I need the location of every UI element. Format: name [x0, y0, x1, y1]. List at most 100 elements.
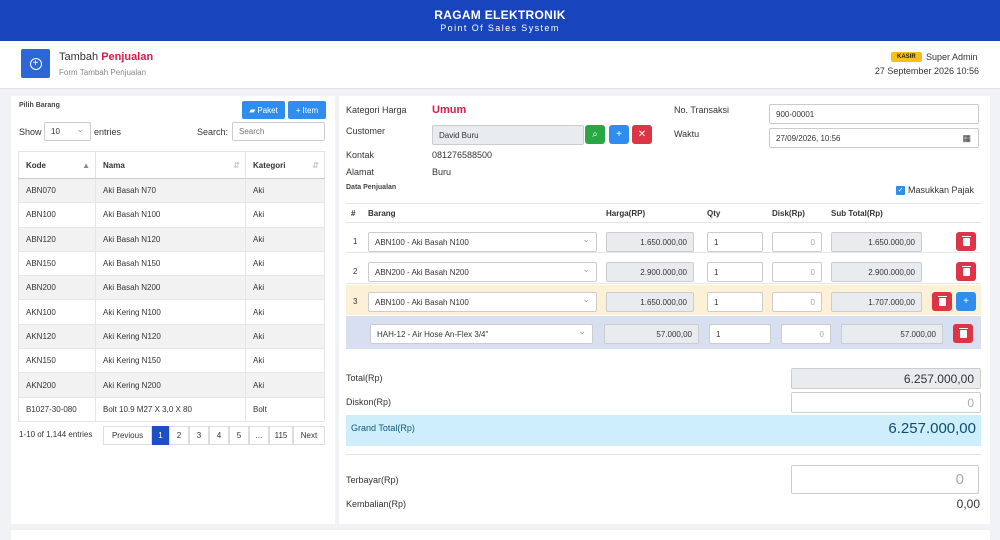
table-row[interactable]: ABN070 Aki Basah N70 Aki — [18, 177, 325, 204]
subitem-disk-value: 0 — [819, 329, 824, 339]
search-input[interactable] — [232, 122, 325, 141]
cell-kategori: Bolt — [245, 396, 325, 422]
subitem-qty[interactable]: 1 — [709, 324, 771, 344]
page-3[interactable]: 3 — [189, 426, 209, 445]
row-no: 3 — [353, 297, 358, 306]
col-nama[interactable]: Nama ⇵ — [95, 151, 246, 179]
page-115[interactable]: 115 — [269, 426, 293, 445]
paket-button[interactable]: ▰ Paket — [242, 101, 285, 119]
col-kode[interactable]: Kode ▲ — [18, 151, 96, 179]
pajak-checkbox[interactable]: ✓ Masukkan Pajak — [896, 185, 974, 195]
table-row[interactable]: AKN200 Aki Kering N200 Aki — [18, 372, 325, 398]
table-row[interactable]: AKN150 Aki Kering N150 Aki — [18, 348, 325, 374]
cell-kategori: Aki — [245, 202, 325, 228]
barang-select[interactable]: ABN100 - Aki Basah N100 — [368, 232, 597, 252]
current-datetime: 27 September 2026 10:56 — [874, 66, 979, 76]
search-label: Search: — [197, 127, 229, 137]
col-kategori-label: Kategori — [253, 160, 286, 170]
footer-panel — [11, 530, 990, 540]
col-qty: Qty — [707, 209, 721, 218]
cell-kategori: Aki — [245, 177, 325, 204]
subitem-disk[interactable]: 0 — [781, 324, 831, 344]
delete-row-button[interactable] — [956, 262, 976, 281]
items-table: Kode ▲ Nama ⇵ Kategori ⇵ ABN070 Aki Basah N7… — [18, 151, 325, 422]
cell-kode: AKN150 — [18, 348, 96, 374]
subitem-select[interactable]: HAH-12 - Air Hose An-Flex 3/4" — [370, 324, 593, 344]
table-row[interactable]: B1027-30-080 Bolt 10.9 M27 X 3,0 X 80 Bolt — [18, 396, 325, 422]
cell-kategori: Aki — [245, 299, 325, 325]
diskon-label: Diskon(Rp) — [346, 397, 392, 407]
waktu-input[interactable]: 27/09/2026, 10:56 ▦ — [769, 128, 979, 148]
page-1[interactable]: 1 — [152, 426, 169, 445]
cell-kategori: Aki — [245, 348, 325, 374]
trash-icon — [937, 295, 947, 306]
disk-value: 0 — [810, 267, 815, 277]
col-kategori[interactable]: Kategori ⇵ — [245, 151, 325, 179]
qty-input[interactable]: 1 — [707, 262, 763, 282]
cell-kategori: Aki — [245, 323, 325, 350]
harga-value: 1.650.000,00 — [640, 297, 687, 307]
plus-icon: + — [616, 129, 622, 140]
customer-value: David Buru — [439, 130, 479, 140]
cell-kode: AKN100 — [18, 299, 96, 325]
harga-field: 1.650.000,00 — [606, 292, 694, 312]
qty-value: 1 — [714, 267, 719, 277]
sales-form-panel: Kategori Harga Umum Customer David Buru … — [339, 96, 990, 524]
page-next[interactable]: Next — [293, 426, 325, 445]
item-button[interactable]: + Item — [288, 101, 326, 119]
add-customer-button[interactable]: + — [609, 125, 629, 144]
page-5[interactable]: 5 — [229, 426, 249, 445]
sort-icon: ⇵ — [233, 160, 240, 170]
table-row[interactable]: ABN200 Aki Basah N200 Aki — [18, 275, 325, 301]
barang-select[interactable]: ABN100 - Aki Basah N100 — [368, 292, 597, 312]
kategori-value: Umum — [432, 104, 467, 116]
sort-icon: ⇵ — [312, 160, 319, 170]
entries-select[interactable]: 10 — [44, 122, 91, 141]
clear-customer-button[interactable]: ✕ — [632, 125, 652, 144]
delete-row-button[interactable] — [932, 292, 952, 311]
diskon-value: 0 — [967, 395, 974, 410]
customer-field[interactable]: David Buru — [432, 125, 584, 145]
subitem-subtotal-value: 57.000,00 — [900, 329, 936, 339]
waktu-label: Waktu — [674, 129, 700, 139]
row-no: 1 — [353, 237, 358, 246]
app-subtitle: Point Of Sales System — [440, 23, 560, 33]
qty-input[interactable]: 1 — [707, 232, 763, 252]
add-subitem-button[interactable]: + — [956, 292, 976, 311]
page-2[interactable]: 2 — [169, 426, 189, 445]
terbayar-value: 0 — [955, 471, 964, 488]
item-picker-panel: Pilih Barang ▰Paket +Item Show 10 entrie… — [11, 96, 335, 524]
table-row[interactable]: AKN100 Aki Kering N100 Aki — [18, 299, 325, 325]
disk-input[interactable]: 0 — [772, 232, 822, 252]
cell-nama: Bolt 10.9 M27 X 3,0 X 80 — [95, 396, 246, 422]
cell-kode: ABN150 — [18, 250, 96, 277]
page-4[interactable]: 4 — [209, 426, 229, 445]
table-row[interactable]: ABN150 Aki Basah N150 Aki — [18, 250, 325, 277]
cell-nama: Aki Basah N200 — [95, 275, 246, 301]
cell-kategori: Aki — [245, 275, 325, 301]
kategori-label: Kategori Harga — [346, 105, 407, 115]
table-row[interactable]: ABN100 Aki Basah N100 Aki — [18, 202, 325, 228]
cell-kategori: Aki — [245, 372, 325, 398]
table-row[interactable]: ABN120 Aki Basah N120 Aki — [18, 226, 325, 252]
delete-row-button[interactable] — [956, 232, 976, 251]
app-title: RAGAM ELEKTRONIK — [434, 8, 566, 22]
col-disk: Disk(Rp) — [772, 209, 805, 218]
harga-field: 1.650.000,00 — [606, 232, 694, 252]
app-header: RAGAM ELEKTRONIK Point Of Sales System — [0, 0, 1000, 41]
qty-value: 1 — [714, 237, 719, 247]
checkbox-checked-icon: ✓ — [896, 185, 905, 195]
trash-icon — [961, 265, 971, 276]
user-name: Super Admin — [926, 52, 978, 62]
delete-subitem-button[interactable] — [953, 324, 973, 343]
barang-select[interactable]: ABN200 - Aki Basah N200 — [368, 262, 597, 282]
qty-input[interactable]: 1 — [707, 292, 763, 312]
terbayar-input[interactable]: 0 — [791, 465, 979, 494]
diskon-input[interactable]: 0 — [791, 392, 981, 413]
search-customer-button[interactable]: ⌕ — [585, 125, 605, 144]
notrans-input[interactable]: 900-00001 — [769, 104, 979, 124]
disk-input[interactable]: 0 — [772, 262, 822, 282]
disk-input[interactable]: 0 — [772, 292, 822, 312]
page-previous[interactable]: Previous — [103, 426, 152, 445]
table-row[interactable]: AKN120 Aki Kering N120 Aki — [18, 323, 325, 350]
